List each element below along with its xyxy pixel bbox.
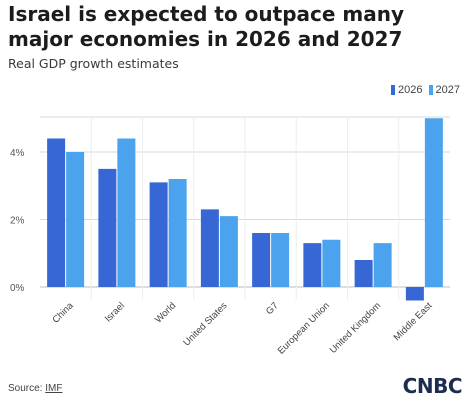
y-tick-label: 2%	[10, 216, 25, 227]
chart-legend: 2026 2027	[391, 84, 460, 96]
bar-2026-china	[47, 138, 66, 287]
chart-title: Israel is expected to outpace many major…	[8, 2, 405, 51]
legend-swatch-2027	[428, 85, 433, 95]
bar-2026-european-union	[303, 243, 322, 287]
x-tick-label: China	[50, 300, 76, 326]
bar-2027-middle-east	[424, 118, 443, 287]
bar-2027-european-union	[322, 239, 341, 287]
bar-2026-israel	[98, 168, 117, 287]
bar-2026-g7	[252, 233, 271, 287]
x-tick-label: United Kingdom	[328, 300, 384, 356]
bar-2027-israel	[117, 138, 136, 287]
bar-2026-united-kingdom	[354, 260, 373, 287]
bar-2027-united-kingdom	[373, 243, 392, 287]
bar-2026-united-states	[200, 209, 219, 287]
x-tick-label: Middle East	[392, 300, 435, 343]
legend-label-2027: 2027	[435, 84, 460, 96]
cnbc-logo: CNBC	[402, 374, 463, 398]
y-tick-label: 0%	[10, 283, 25, 294]
source-note: Source: IMF	[8, 383, 62, 394]
bar-2027-united-states	[219, 216, 238, 287]
chart-subtitle: Real GDP growth estimates	[8, 56, 179, 71]
bar-2027-g7	[271, 233, 290, 287]
x-tick-label: United States	[181, 300, 229, 348]
bar-2027-world	[168, 179, 187, 287]
legend-swatch-2026	[391, 85, 396, 95]
x-tick-label: World	[153, 300, 178, 325]
x-tick-label: Israel	[103, 300, 127, 324]
x-tick-label: G7	[264, 300, 281, 317]
source-link[interactable]: IMF	[45, 383, 63, 394]
bar-2026-world	[149, 182, 168, 287]
legend-label-2026: 2026	[398, 84, 423, 96]
bar-2027-china	[66, 152, 85, 287]
legend-item-2026: 2026	[391, 84, 423, 96]
legend-item-2027: 2027	[428, 84, 460, 96]
source-label: Source:	[8, 383, 46, 394]
x-tick-label: European Union	[276, 300, 332, 356]
y-tick-label: 4%	[10, 148, 25, 159]
bar-2026-middle-east	[405, 287, 424, 301]
